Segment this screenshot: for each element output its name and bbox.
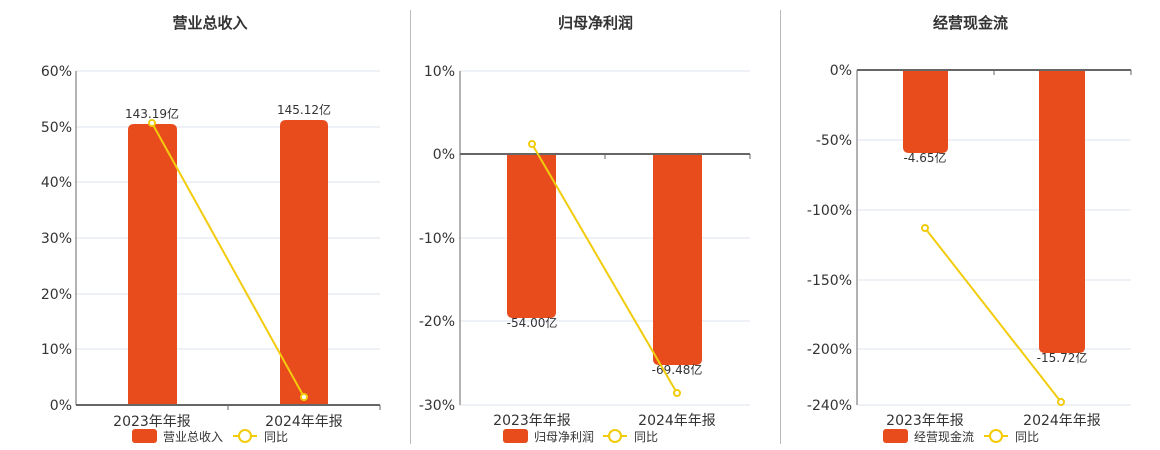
legend[interactable]: 营业总收入 同比 xyxy=(132,429,288,444)
svg-text:20%: 20% xyxy=(41,287,72,303)
svg-text:10%: 10% xyxy=(41,342,72,358)
svg-text:-15.72亿: -15.72亿 xyxy=(1037,350,1088,365)
grid-lines xyxy=(76,70,380,350)
svg-text:同比: 同比 xyxy=(1015,430,1039,444)
legend-line-marker xyxy=(608,429,622,443)
svg-text:-4.65亿: -4.65亿 xyxy=(903,150,946,165)
bars xyxy=(903,70,1085,353)
svg-text:-30%: -30% xyxy=(419,398,455,414)
x-axis-labels: 2023年年报 2024年年报 xyxy=(113,414,343,430)
svg-text:-10%: -10% xyxy=(419,231,455,247)
bar-value-labels: 143.19亿 145.12亿 xyxy=(125,102,331,121)
y-axis-labels: 0% -50% -100% -150% -200% -240% xyxy=(807,63,852,414)
svg-text:2023年年报: 2023年年报 xyxy=(493,413,571,429)
svg-text:-69.48亿: -69.48亿 xyxy=(652,362,703,377)
svg-text:60%: 60% xyxy=(41,64,72,80)
svg-text:50%: 50% xyxy=(41,120,72,136)
yoy-line xyxy=(148,119,308,401)
legend-bar-swatch xyxy=(132,429,157,443)
yoy-line xyxy=(528,140,681,397)
chart-panel-operating-cashflow: 经营现金流 0% -50% -100% -150% -200% -240% -4… xyxy=(781,0,1160,450)
legend[interactable]: 经营现金流 同比 xyxy=(883,429,1039,444)
svg-text:-240%: -240% xyxy=(807,398,852,414)
svg-text:营业总收入: 营业总收入 xyxy=(163,430,223,444)
grid-lines xyxy=(857,139,1131,406)
legend-line-marker xyxy=(989,429,1003,443)
chart-net-profit: 10% 0% -10% -20% -30% -54.00亿 -69.48亿 20… xyxy=(419,64,751,444)
chart-panel-revenue: 营业总收入 60% 50% 40% 30% 20% 10% 0% 143.19亿 xyxy=(0,0,410,450)
svg-text:10%: 10% xyxy=(424,64,455,80)
bars xyxy=(507,154,702,365)
chart-panel-net-profit: 归母净利润 10% 0% -10% -20% -30% -54.00亿 -69.… xyxy=(411,0,780,450)
bar-value-labels: -4.65亿 -15.72亿 xyxy=(903,150,1087,365)
svg-text:2023年年报: 2023年年报 xyxy=(886,413,964,429)
svg-text:-50%: -50% xyxy=(816,133,852,149)
svg-text:2024年年报: 2024年年报 xyxy=(638,413,716,429)
svg-text:2024年年报: 2024年年报 xyxy=(265,414,343,430)
svg-text:-100%: -100% xyxy=(807,203,852,219)
grid-lines xyxy=(460,70,750,406)
svg-text:0%: 0% xyxy=(830,63,852,79)
chart-title: 经营现金流 xyxy=(932,14,1008,32)
chart-title: 营业总收入 xyxy=(172,14,248,32)
chart-title: 归母净利润 xyxy=(557,14,633,32)
legend-line-marker xyxy=(238,429,252,443)
svg-text:归母净利润: 归母净利润 xyxy=(534,430,594,444)
y-axis-labels: 10% 0% -10% -20% -30% xyxy=(419,64,455,414)
svg-text:-200%: -200% xyxy=(807,342,852,358)
svg-text:2023年年报: 2023年年报 xyxy=(113,414,191,430)
svg-text:同比: 同比 xyxy=(264,430,288,444)
svg-text:0%: 0% xyxy=(433,147,455,163)
svg-text:143.19亿: 143.19亿 xyxy=(125,106,179,121)
svg-text:同比: 同比 xyxy=(634,430,658,444)
chart-operating-cashflow: 0% -50% -100% -150% -200% -240% -4.65亿 -… xyxy=(807,63,1132,444)
bar-2023 xyxy=(903,70,948,153)
legend-bar-swatch xyxy=(883,429,908,443)
x-axis-labels: 2023年年报 2024年年报 xyxy=(886,413,1101,429)
bar-2024 xyxy=(1039,70,1085,353)
svg-text:30%: 30% xyxy=(41,231,72,247)
divider xyxy=(410,10,411,444)
x-axis-labels: 2023年年报 2024年年报 xyxy=(493,413,716,429)
svg-text:145.12亿: 145.12亿 xyxy=(277,102,331,117)
svg-text:2024年年报: 2024年年报 xyxy=(1023,413,1101,429)
yoy-line xyxy=(921,224,1065,406)
svg-text:0%: 0% xyxy=(50,398,72,414)
y-axis-labels: 60% 50% 40% 30% 20% 10% 0% xyxy=(41,64,72,414)
svg-text:-54.00亿: -54.00亿 xyxy=(507,315,558,330)
legend-bar-swatch xyxy=(503,429,528,443)
bar-2024 xyxy=(280,120,328,405)
svg-text:经营现金流: 经营现金流 xyxy=(914,429,974,444)
divider xyxy=(780,10,781,444)
svg-text:40%: 40% xyxy=(41,175,72,191)
bar-value-labels: -54.00亿 -69.48亿 xyxy=(507,315,703,377)
chart-revenue: 60% 50% 40% 30% 20% 10% 0% 143.19亿 145.1… xyxy=(41,64,381,444)
bar-2024 xyxy=(653,154,702,365)
bar-2023 xyxy=(507,154,556,318)
bar-2023 xyxy=(128,124,177,405)
legend[interactable]: 归母净利润 同比 xyxy=(503,429,658,444)
svg-text:-20%: -20% xyxy=(419,314,455,330)
svg-text:-150%: -150% xyxy=(807,273,852,289)
bars xyxy=(128,120,328,405)
